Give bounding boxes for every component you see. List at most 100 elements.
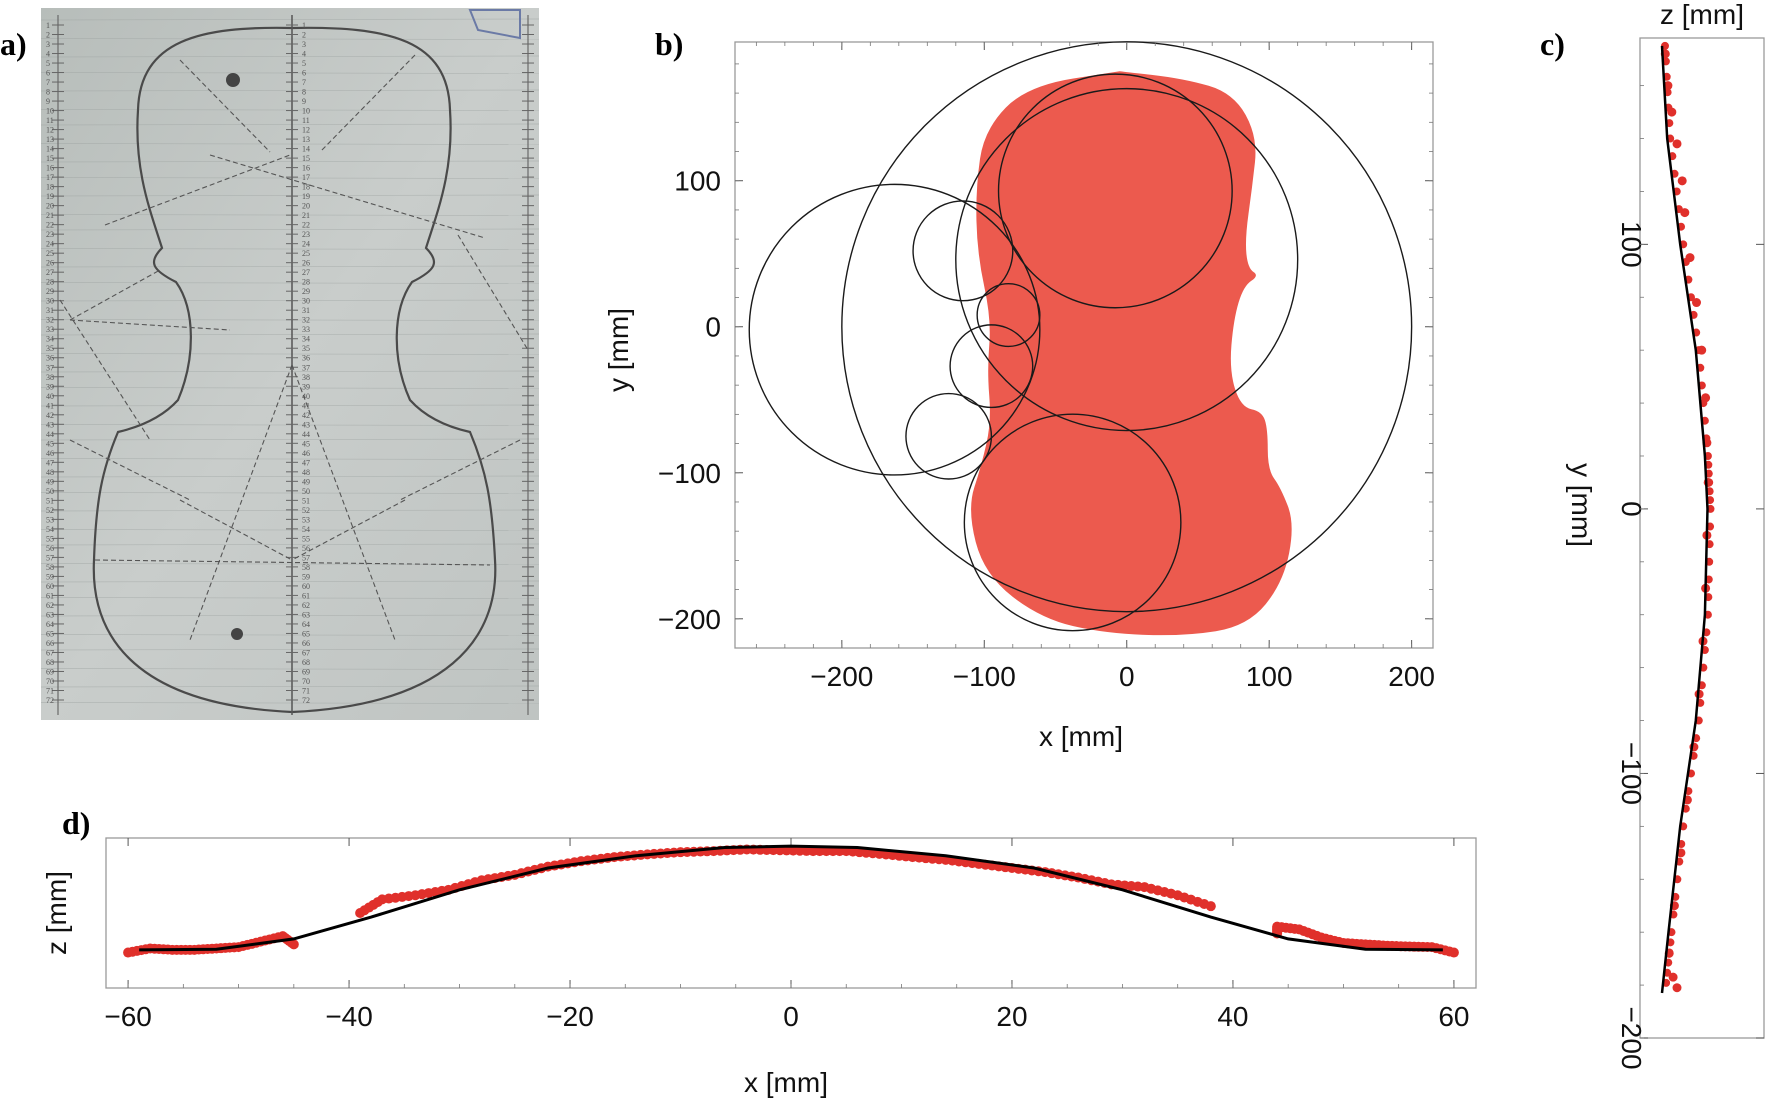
x-tick-label: 0 — [1119, 661, 1135, 692]
panel-b-chart: −200 −100 0 100 200 100 0 −100 −200 x [mm] y [mm… — [603, 41, 1435, 752]
data-point — [1448, 947, 1459, 958]
panel-c-fit-line — [1660, 45, 1709, 994]
ruler-number: 35 — [46, 344, 54, 353]
photo-streak — [40, 387, 540, 389]
ruler-number: 68 — [46, 658, 54, 667]
ruler-number: 10 — [46, 107, 54, 116]
x-tick-label: 40 — [1217, 1001, 1248, 1032]
ruler-number: 71 — [302, 686, 310, 695]
x-tick-label: 0 — [783, 1001, 799, 1032]
ruler-number: 48 — [302, 468, 310, 477]
ruler-number: 26 — [46, 259, 54, 268]
ruler-number: 23 — [302, 230, 310, 239]
ruler-number: 29 — [46, 287, 54, 296]
panel-a-photo: 1122334455667788991010111112121313141415… — [40, 8, 540, 720]
ruler-number: 60 — [46, 582, 54, 591]
photo-streak — [40, 109, 540, 111]
y-tick-label: 0 — [1616, 501, 1647, 517]
panel-c-frame — [1639, 37, 1765, 1039]
ruler-number: 59 — [46, 572, 54, 581]
ruler-number: 49 — [46, 477, 54, 486]
ruler-number: 1 — [302, 21, 306, 30]
ruler-number: 42 — [302, 411, 310, 420]
ruler-number: 3 — [302, 40, 306, 49]
panel-c-ylabel: y [mm] — [1566, 463, 1597, 547]
ruler-number: 27 — [46, 268, 54, 277]
panel-label-d: d) — [62, 805, 90, 841]
ruler-number: 72 — [302, 696, 310, 705]
panel-label-a: a) — [0, 26, 27, 62]
ruler-number: 52 — [302, 506, 310, 515]
ruler-number: 42 — [46, 411, 54, 420]
ruler-number: 7 — [302, 78, 306, 87]
ruler-number: 36 — [46, 354, 54, 363]
photo-streak — [40, 492, 540, 494]
photo-streak — [40, 248, 540, 250]
ruler-number: 45 — [302, 439, 310, 448]
photo-streak — [40, 424, 540, 426]
ruler-number: 45 — [46, 439, 54, 448]
data-point — [1668, 972, 1678, 982]
ruler-number: 11 — [46, 116, 54, 125]
ruler-number: 12 — [302, 126, 310, 135]
panel-d-points — [123, 844, 1459, 958]
ruler-number: 2 — [46, 31, 50, 40]
ruler-number: 41 — [302, 401, 310, 410]
x-tick-label: 100 — [1246, 661, 1293, 692]
ruler-number: 4 — [302, 50, 306, 59]
photo-dot-upper — [226, 73, 240, 87]
ruler-number: 19 — [302, 192, 310, 201]
photo-streak — [40, 597, 540, 599]
photo-streaks — [40, 18, 540, 704]
ruler-number: 66 — [302, 639, 310, 648]
ruler-number: 15 — [46, 154, 54, 163]
ruler-number: 33 — [302, 325, 310, 334]
ruler-number: 67 — [302, 648, 310, 657]
data-point — [1672, 983, 1682, 993]
data-point — [1672, 139, 1682, 149]
ruler-number: 70 — [302, 677, 310, 686]
photo-streak — [40, 333, 540, 336]
photo-streak — [40, 143, 540, 145]
ruler-number: 39 — [46, 382, 54, 391]
panel-d-chart: −60 −40 −20 0 20 40 60 x [mm] z [mm] — [41, 837, 1477, 1098]
panel-d-ylabel: z [mm] — [41, 871, 72, 955]
photo-corner-mark — [468, 9, 521, 40]
photo-streak — [40, 509, 540, 512]
ruler-number: 28 — [46, 278, 54, 287]
panel-label-c: c) — [1540, 26, 1565, 62]
data-point — [1663, 81, 1673, 91]
ruler-number: 50 — [46, 487, 54, 496]
ruler-number: 43 — [46, 420, 54, 429]
ruler-number: 61 — [302, 591, 310, 600]
x-tick-label: 200 — [1388, 661, 1435, 692]
ruler-number: 65 — [46, 629, 54, 638]
ruler-number: 59 — [302, 572, 310, 581]
ruler-number: 57 — [46, 553, 54, 562]
construction-circle — [976, 283, 1041, 348]
data-point — [288, 939, 299, 950]
ruler-number: 38 — [46, 373, 54, 382]
ruler-number: 19 — [46, 192, 54, 201]
construction-circle — [997, 73, 1233, 309]
ruler-number: 27 — [302, 268, 310, 277]
ruler-number: 55 — [302, 534, 310, 543]
ruler-number: 62 — [302, 601, 310, 610]
photo-streak — [40, 685, 540, 688]
construction-circle — [905, 392, 993, 480]
ruler-number: 30 — [46, 297, 54, 306]
photo-streak — [40, 614, 540, 617]
ruler-number: 48 — [46, 468, 54, 477]
ruler-number: 61 — [46, 591, 54, 600]
ruler-number: 53 — [46, 515, 54, 524]
ruler-number: 62 — [46, 601, 54, 610]
ruler-number: 4 — [46, 50, 50, 59]
ruler-number: 54 — [302, 525, 310, 534]
ruler-number: 64 — [302, 620, 310, 629]
ruler-number: 31 — [46, 306, 54, 315]
photo-streak — [40, 634, 540, 636]
ruler-number: 22 — [46, 221, 54, 230]
photo-streak — [40, 160, 540, 163]
